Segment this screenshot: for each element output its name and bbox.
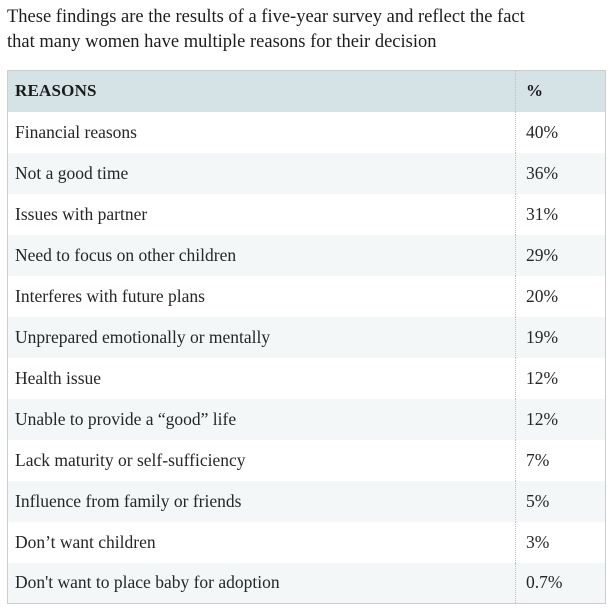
percent-cell: 5% <box>515 480 606 522</box>
table-row: Influence from family or friends 5% <box>7 480 606 522</box>
percent-cell: 7% <box>515 439 606 481</box>
column-header-reasons: REASONS <box>7 70 516 112</box>
percent-cell: 36% <box>515 152 606 194</box>
reason-cell: Don't want to place baby for adoption <box>7 562 516 604</box>
table-row: Issues with partner 31% <box>8 193 606 235</box>
table-row: Health issue 12% <box>8 357 606 399</box>
percent-cell: 0.7% <box>515 562 606 604</box>
reason-cell: Financial reasons <box>15 121 137 142</box>
percent-cell: 19% <box>515 316 606 358</box>
table-row: Don't want to place baby for adoption 0.7… <box>7 562 606 604</box>
caption-line: that many women have multiple reasons fo… <box>7 32 437 52</box>
table-row: Financial reasons 40% <box>8 111 606 153</box>
percent-cell: 31% <box>515 193 606 235</box>
table-row: Interferes with future plans 20% <box>8 275 606 317</box>
percent-cell: 12% <box>515 357 606 399</box>
reason-cell: Issues with partner <box>15 203 148 224</box>
table-row: Don’t want children 3% <box>8 521 606 563</box>
table-row: Need to focus on other children 29% <box>7 234 606 276</box>
reason-cell: Health issue <box>15 367 102 388</box>
reasons-table: REASONS % Financial reasons 40% Not a good… <box>7 70 606 604</box>
caption-line: These findings are the results of a five… <box>7 7 525 27</box>
reason-cell: Don’t want children <box>15 531 156 552</box>
table-body: Financial reasons 40% Not a good time 36% Is… <box>7 111 606 604</box>
page: These findings are the results of a five… <box>0 5 614 610</box>
column-header-percent: % <box>515 70 606 112</box>
reason-cell: Influence from family or friends <box>7 480 516 522</box>
table-caption: These findings are the results of a five… <box>7 5 614 55</box>
percent-cell: 29% <box>515 234 606 276</box>
table-row: Unable to provide a “good” life 12% <box>7 398 606 440</box>
reason-cell: Interferes with future plans <box>15 285 205 306</box>
reason-cell: Unable to provide a “good” life <box>7 398 516 440</box>
percent-cell: 40% <box>515 111 606 153</box>
table-header-row: REASONS % <box>7 70 606 112</box>
reason-cell: Lack maturity or self-sufficiency <box>15 449 246 470</box>
table-row: Lack maturity or self-sufficiency 7% <box>8 439 606 481</box>
percent-cell: 3% <box>515 521 606 563</box>
reason-cell: Unprepared emotionally or mentally <box>7 316 516 358</box>
table-row: Unprepared emotionally or mentally 19% <box>7 316 606 358</box>
reason-cell: Not a good time <box>7 152 516 194</box>
table-row: Not a good time 36% <box>7 152 606 194</box>
percent-cell: 12% <box>515 398 606 440</box>
percent-cell: 20% <box>515 275 606 317</box>
reason-cell: Need to focus on other children <box>7 234 516 276</box>
